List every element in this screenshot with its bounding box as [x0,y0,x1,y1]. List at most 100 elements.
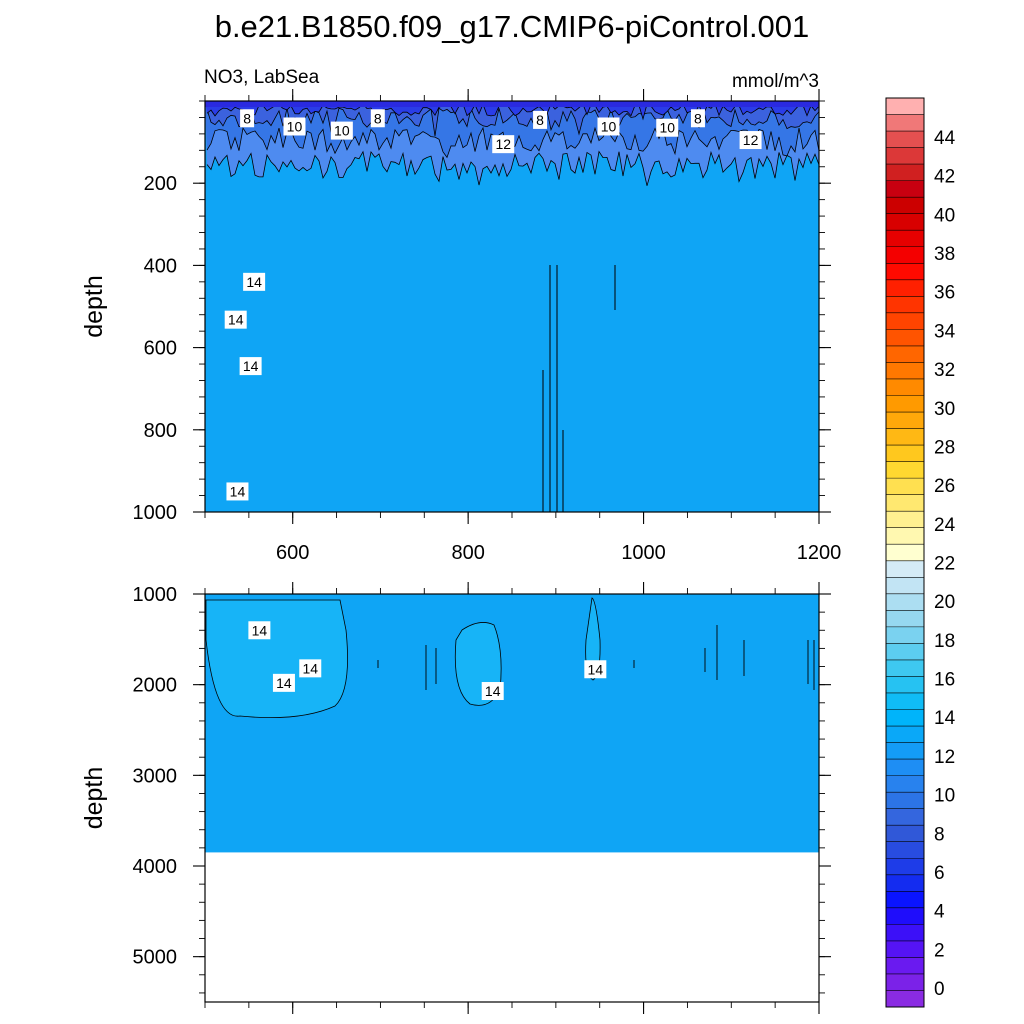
colorbar-box [886,180,924,198]
x-tick-label: 1000 [621,542,666,564]
colorbar-box [886,131,924,148]
colorbar-box [886,378,924,396]
colorbar-box [886,891,924,909]
contour-label: 14 [226,482,249,501]
contour-label: 14 [224,310,247,329]
figure-title: b.e21.B1850.f09_g17.CMIP6-piControl.001 [215,9,810,44]
colorbar-box [886,775,924,793]
contour-label-box [224,310,247,329]
lower-panel: 1000 2000 3000 4000 5000 depth 14 14 14 14 14 [80,582,831,1014]
colorbar-box [886,676,924,694]
contour-label-box [226,482,249,501]
plot-area [205,594,819,853]
contour-label-text: 14 [243,358,259,374]
x-tick-label: 600 [276,542,309,564]
contour-label-text: 14 [252,622,268,638]
contour-label-box [656,118,679,137]
variable-label: NO3, LabSea [204,67,320,88]
colorbar-label: 6 [934,863,945,884]
colorbar-box [886,197,924,215]
colorbar-box [886,841,924,859]
colorbar-box [886,312,924,330]
contour-label: 14 [272,673,295,692]
colorbar-label: 14 [934,708,956,729]
colorbar-label: 18 [934,631,955,652]
contour-label-box [248,621,271,640]
colorbar-label: 10 [934,786,955,807]
y-tick-label: 1000 [133,502,178,524]
contour-line [206,103,819,121]
upper-panel: 200 400 600 800 1000 600 800 1000 1200 depth 8 10 10… [80,89,841,564]
colorbar-box [886,560,924,578]
colorbar-box [886,230,924,248]
colorbar-box [886,692,924,710]
colorbar-label: 16 [934,670,955,691]
colorbar-box [886,957,924,975]
contour-line [206,106,819,137]
contour-label-box [584,660,607,679]
contour-label-box [240,109,255,128]
colorbar-box [886,808,924,826]
colorbar-label: 44 [934,128,956,149]
colorbar-frame [885,97,925,1008]
colorbar-box [886,759,924,777]
contour-label-text: 14 [228,312,244,328]
contour-label: 10 [656,118,679,137]
colorbar-label: 30 [934,399,955,420]
x-tick-label: 800 [451,542,484,564]
units-label: mmol/m^3 [732,71,819,92]
contour-label-text: 8 [536,112,544,128]
colorbar-box [886,593,924,611]
contour-label: 14 [481,682,504,701]
contour-label-text: 12 [743,132,759,148]
contour-label-box [243,272,266,291]
contour-label-text: 8 [243,110,251,126]
fill-region-6 [205,101,819,107]
contour-label: 12 [492,135,515,154]
colorbar-box [886,461,924,479]
contour-label: 8 [240,109,255,128]
contour-label-box [370,109,385,128]
y-tick-label: 800 [144,420,177,442]
contour-label-text: 10 [659,120,675,136]
contour-label-text: 8 [694,110,702,126]
colorbar-box [886,858,924,876]
contour-label: 14 [299,659,322,678]
contour-label-box [492,135,515,154]
y-tick-label: 3000 [133,765,178,787]
contour-label-box [533,110,548,129]
colorbar-box [886,659,924,677]
colorbar-box [886,395,924,413]
colorbar-label: 40 [934,205,955,226]
contour-label: 8 [690,109,705,128]
contour-label-text: 14 [588,661,604,677]
colorbar-label: 4 [934,902,945,923]
colorbar-box [886,544,924,562]
colorbar-box [886,709,924,727]
contour-label-box [481,682,504,701]
colorbar-label: 24 [934,515,956,536]
contour-label: 14 [239,357,262,376]
colorbar-label: 2 [934,940,945,961]
contour-label-text: 14 [485,683,501,699]
y-tick-label: 4000 [133,856,178,878]
contour-label: 14 [243,272,266,291]
colorbar-box [886,428,924,446]
y-axis-label: depth [80,767,108,830]
colorbar-box [886,990,924,1008]
colorbar: 0246810121416182022242628303234363840424… [885,97,956,1008]
colorbar-label: 26 [934,476,955,497]
contour-label-box [739,131,762,150]
contour-label: 8 [370,109,385,128]
y-tick-label: 600 [144,338,177,360]
colorbar-box [886,147,924,165]
contour-label: 10 [330,121,353,140]
colorbar-label: 34 [934,321,956,342]
colorbar-box [886,825,924,843]
contour-label: 14 [248,621,271,640]
colorbar-box [886,246,924,264]
colorbar-box [886,726,924,743]
colorbar-label: 36 [934,283,955,304]
colorbar-label: 0 [934,979,945,1000]
